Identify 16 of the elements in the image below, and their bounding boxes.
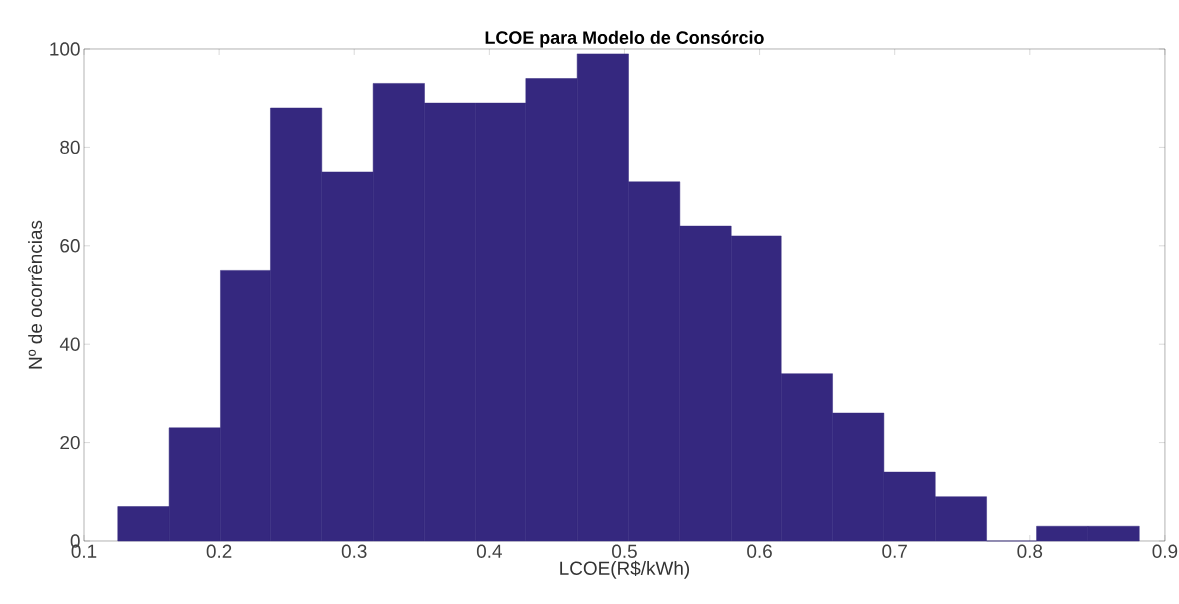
x-tick-label: 0.7 [882,544,907,558]
x-tick-label: 0.2 [206,544,232,558]
x-tick-label: 0.8 [1017,544,1043,558]
x-tick-label: 0.5 [612,544,637,558]
y-axis-title: Nº de ocorrências [28,220,43,369]
chart-title: LCOE para Modelo de Consórcio [485,30,764,48]
x-tick-label: 0.9 [1152,544,1178,558]
y-tick-label: 40 [59,337,80,351]
x-tick-label: 0.4 [476,544,502,558]
x-axis-title: LCOE(R$/kWh) [560,560,690,579]
x-tick-label: 0.6 [747,544,772,558]
y-tick-label: 60 [60,239,80,253]
x-tick-label: 0.3 [341,544,367,558]
y-tick-label: 80 [60,140,80,155]
y-tick-label: 20 [60,435,80,450]
y-tick-label: 100 [50,42,80,56]
